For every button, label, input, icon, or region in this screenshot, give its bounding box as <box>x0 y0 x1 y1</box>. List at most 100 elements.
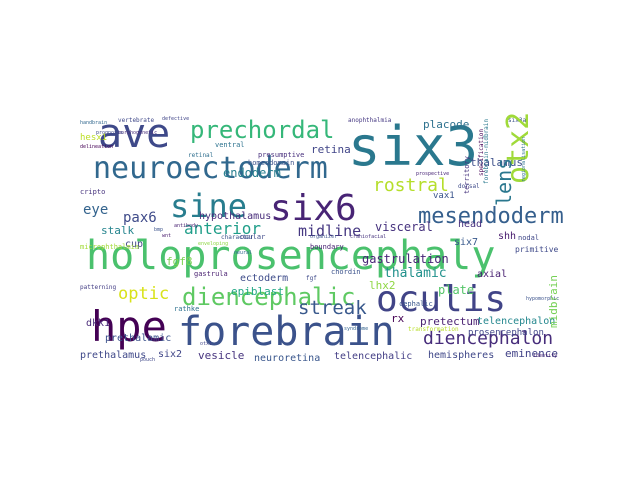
cloud-word: vesicle <box>198 349 245 362</box>
cloud-word: cephalic <box>399 300 433 308</box>
cloud-word: diencephalic <box>182 283 356 311</box>
cloud-word: rostral <box>373 175 449 196</box>
cloud-word: hypothalamus <box>199 211 272 222</box>
cloud-word: lens <box>492 157 516 206</box>
cloud-word: visceral <box>375 220 433 234</box>
cloud-word: prechordal <box>190 116 335 144</box>
cloud-word: mesendoderm <box>418 204 564 229</box>
cloud-word: identity <box>533 353 558 359</box>
cloud-word: sine <box>170 187 248 225</box>
cloud-word: specification <box>478 129 485 176</box>
cloud-word: delineation <box>80 144 114 150</box>
cloud-word: hypomorphic <box>526 296 560 302</box>
cloud-word: organizer <box>310 234 338 240</box>
cloud-word: gastrulation <box>362 252 449 266</box>
cloud-word: telencephalon <box>477 316 556 327</box>
cloud-word: telencephalic <box>334 351 413 362</box>
cloud-word: vertebrate <box>118 117 155 124</box>
cloud-word: placode <box>423 118 470 131</box>
cloud-word: antibody <box>174 223 199 229</box>
cloud-word: pretectum <box>420 315 480 328</box>
cloud-word: neural <box>234 250 253 256</box>
cloud-word: thalamus <box>470 156 523 169</box>
cloud-word: six6 <box>270 188 357 229</box>
cloud-word: dorsal <box>458 183 480 190</box>
cloud-word: presumptive <box>258 151 305 159</box>
cloud-word: boundary <box>310 243 344 251</box>
cloud-word: optic <box>118 284 170 304</box>
cloud-word: pouch <box>140 357 156 363</box>
cloud-word: retinal <box>188 152 214 159</box>
cloud-word: patterning <box>80 284 117 291</box>
cloud-word: eye <box>83 202 109 218</box>
cloud-word: anophthalmia <box>348 117 392 124</box>
cloud-word: microphthalmia <box>80 243 140 251</box>
cloud-word: ectoderm <box>240 273 289 284</box>
cloud-word: streak <box>298 297 367 319</box>
cloud-word: bmp <box>154 227 164 233</box>
cloud-word: chordin <box>331 268 361 276</box>
cloud-word: axial <box>477 269 508 280</box>
cloud-word: otx1 <box>200 341 213 347</box>
cloud-word: lhx2 <box>369 279 396 292</box>
cloud-word: defective <box>162 116 190 122</box>
cloud-word: syndrome <box>344 326 369 332</box>
cloud-word: transformation <box>408 326 459 333</box>
cloud-word: holoprosencephaly <box>86 233 496 279</box>
cloud-word: eminence <box>505 347 558 360</box>
cloud-word: prethalamus <box>80 350 147 361</box>
cloud-word: ave <box>98 114 171 157</box>
cloud-word: vax1 <box>433 191 455 201</box>
cloud-word: pax6 <box>123 210 157 226</box>
cloud-word: cripto <box>80 188 106 196</box>
cloud-word: six7 <box>454 237 479 248</box>
cloud-word: territory <box>463 156 471 194</box>
cloud-word: stalk <box>101 224 135 237</box>
cloud-word: midline <box>298 222 362 240</box>
cloud-word: morphogenetic <box>118 130 158 136</box>
cloud-word: ventral <box>215 141 245 149</box>
cloud-word: six2 <box>158 349 183 360</box>
cloud-word: thalamic <box>384 266 447 281</box>
cloud-word: six3a <box>508 117 527 124</box>
cloud-word: shh <box>498 231 517 242</box>
cloud-word: cup <box>125 239 144 250</box>
word-cloud: holoprosencephaly six3 forebrain ave hpe… <box>78 114 572 364</box>
cloud-word: enveloping <box>198 241 229 247</box>
cloud-word: forebrain <box>178 309 395 355</box>
cloud-word: hpe <box>91 302 167 351</box>
cloud-word: dkk1 <box>86 318 111 329</box>
cloud-word: character <box>221 234 254 241</box>
cloud-word: prosencephalon <box>468 328 544 338</box>
cloud-word: epiblast <box>231 285 284 298</box>
cloud-word: nodal <box>518 234 540 242</box>
cloud-word: homeodomain <box>248 159 295 167</box>
cloud-word: primitive <box>515 245 559 254</box>
cloud-word: regionalisation <box>521 136 527 182</box>
cloud-word: fgf8 <box>166 255 193 268</box>
cloud-word: head <box>458 219 483 230</box>
cloud-word: neuroretina <box>254 353 321 364</box>
cloud-word: oculis <box>376 279 507 320</box>
cloud-word: prospective <box>416 171 450 177</box>
cloud-word: neuroectoderm <box>93 151 328 186</box>
cloud-word: midbrain <box>547 275 560 328</box>
cloud-word: gastrula <box>194 270 228 278</box>
cloud-word: rathke <box>174 305 200 313</box>
cloud-word: wnt <box>162 233 172 239</box>
cloud-word: prognosis <box>96 130 124 136</box>
cloud-word: rx <box>391 312 405 325</box>
cloud-word: hemispheres <box>428 350 495 361</box>
cloud-word: fgf <box>306 275 317 282</box>
cloud-word: ocular <box>240 233 266 241</box>
cloud-word: anterior <box>184 219 262 238</box>
cloud-word: craniofacial <box>350 234 387 240</box>
cloud-word: prethalamic <box>105 333 172 344</box>
cloud-word: handbrain <box>80 120 108 126</box>
cloud-word: endoderm <box>223 166 281 180</box>
cloud-word: hesx1 <box>80 133 108 143</box>
cloud-word: retina <box>311 143 351 156</box>
cloud-word: diencephalon <box>423 328 554 349</box>
cloud-word: plate <box>438 283 475 297</box>
cloud-word: six3 <box>348 115 479 178</box>
